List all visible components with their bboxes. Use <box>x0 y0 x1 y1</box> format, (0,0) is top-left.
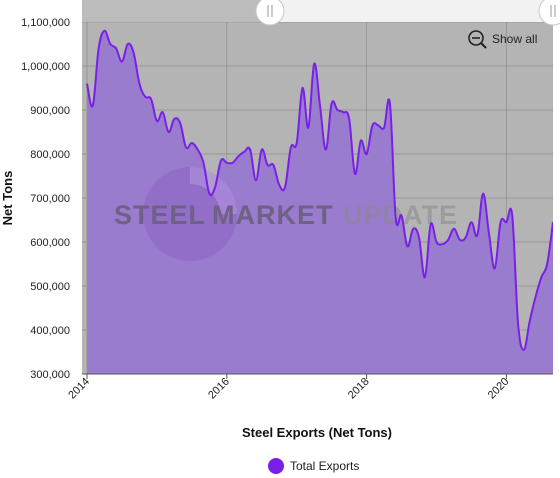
y-axis: 300,000 400,000 500,000 600,000 700,000 800,0… <box>21 17 70 381</box>
series-area-layer <box>87 30 553 374</box>
show-all-button[interactable]: Show all <box>467 29 537 49</box>
y-tick-label: 500,000 <box>30 281 70 293</box>
navigator-right-handle[interactable] <box>538 0 560 26</box>
y-tick-label: 800,000 <box>30 149 70 161</box>
y-tick-label: 300,000 <box>30 369 70 381</box>
y-tick-label: 1,000,000 <box>21 61 70 73</box>
x-axis: 2014 2016 2018 2020 <box>66 373 553 402</box>
y-tick-label: 900,000 <box>30 105 70 117</box>
navigator-left-handle[interactable] <box>255 0 285 26</box>
watermark-logo: STEEL MARKET UPDATE <box>114 167 457 261</box>
y-tick-label: 700,000 <box>30 193 70 205</box>
legend-swatch <box>268 458 284 474</box>
x-tick-label: 2016 <box>206 376 232 402</box>
legend-label: Total Exports <box>290 459 360 473</box>
y-tick-label: 600,000 <box>30 237 70 249</box>
series-area-total-exports <box>87 30 553 374</box>
watermark-word-steel: STEEL <box>114 200 206 230</box>
watermark-word-market: MARKET <box>212 200 334 230</box>
x-tick-label: 2018 <box>346 376 372 402</box>
navigator-selected-region[interactable] <box>270 0 553 22</box>
navigator-unselected-region <box>82 0 270 22</box>
zoom-out-icon <box>468 30 487 49</box>
y-tick-label: 400,000 <box>30 325 70 337</box>
series-line-total-exports <box>86 29 553 351</box>
x-tick-label: 2014 <box>66 376 92 402</box>
chart-title: Steel Exports (Net Tons) <box>242 425 392 440</box>
legend-item-total-exports[interactable]: Total Exports <box>268 458 359 474</box>
series-line-layer <box>86 29 553 351</box>
y-axis-title: Net Tons <box>0 171 15 226</box>
x-tick-label: 2020 <box>486 376 512 402</box>
y-tick-label: 1,100,000 <box>21 17 70 29</box>
show-all-label: Show all <box>492 32 538 46</box>
